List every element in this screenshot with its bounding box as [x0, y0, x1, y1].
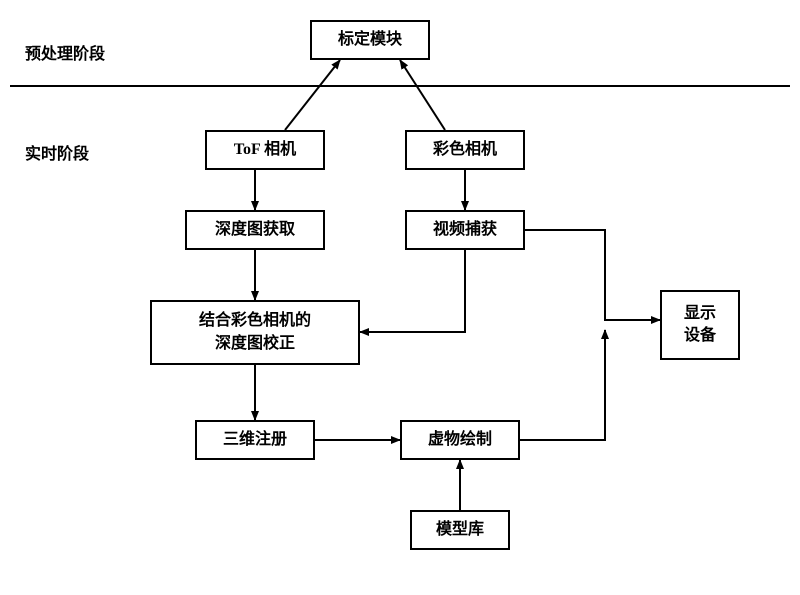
node-video-capture: 视频捕获 — [405, 210, 525, 250]
node-register3d: 三维注册 — [195, 420, 315, 460]
stage-label-preprocessing: 预处理阶段 — [25, 40, 105, 64]
arrow-tof_camera-to-calibration — [285, 60, 340, 130]
arrow-virtual_render-to-display — [520, 330, 605, 440]
node-calibration: 标定模块 — [310, 20, 430, 60]
arrow-color_camera-to-calibration — [400, 60, 445, 130]
node-color-camera: 彩色相机 — [405, 130, 525, 170]
stage-label-realtime: 实时阶段 — [25, 140, 89, 164]
stage-divider — [10, 85, 790, 87]
node-depth-correct: 结合彩色相机的 深度图校正 — [150, 300, 360, 365]
node-tof-camera: ToF 相机 — [205, 130, 325, 170]
node-model-lib: 模型库 — [410, 510, 510, 550]
arrow-video_capture-to-depth_correct — [360, 250, 465, 332]
arrow-video_capture-to-display — [525, 230, 660, 320]
node-depth-acquire: 深度图获取 — [185, 210, 325, 250]
diagram-canvas: 预处理阶段 实时阶段 标定模块 ToF 相机 彩色相机 深度图获取 视频捕获 结… — [0, 0, 800, 595]
node-virtual-render: 虚物绘制 — [400, 420, 520, 460]
node-display: 显示 设备 — [660, 290, 740, 360]
